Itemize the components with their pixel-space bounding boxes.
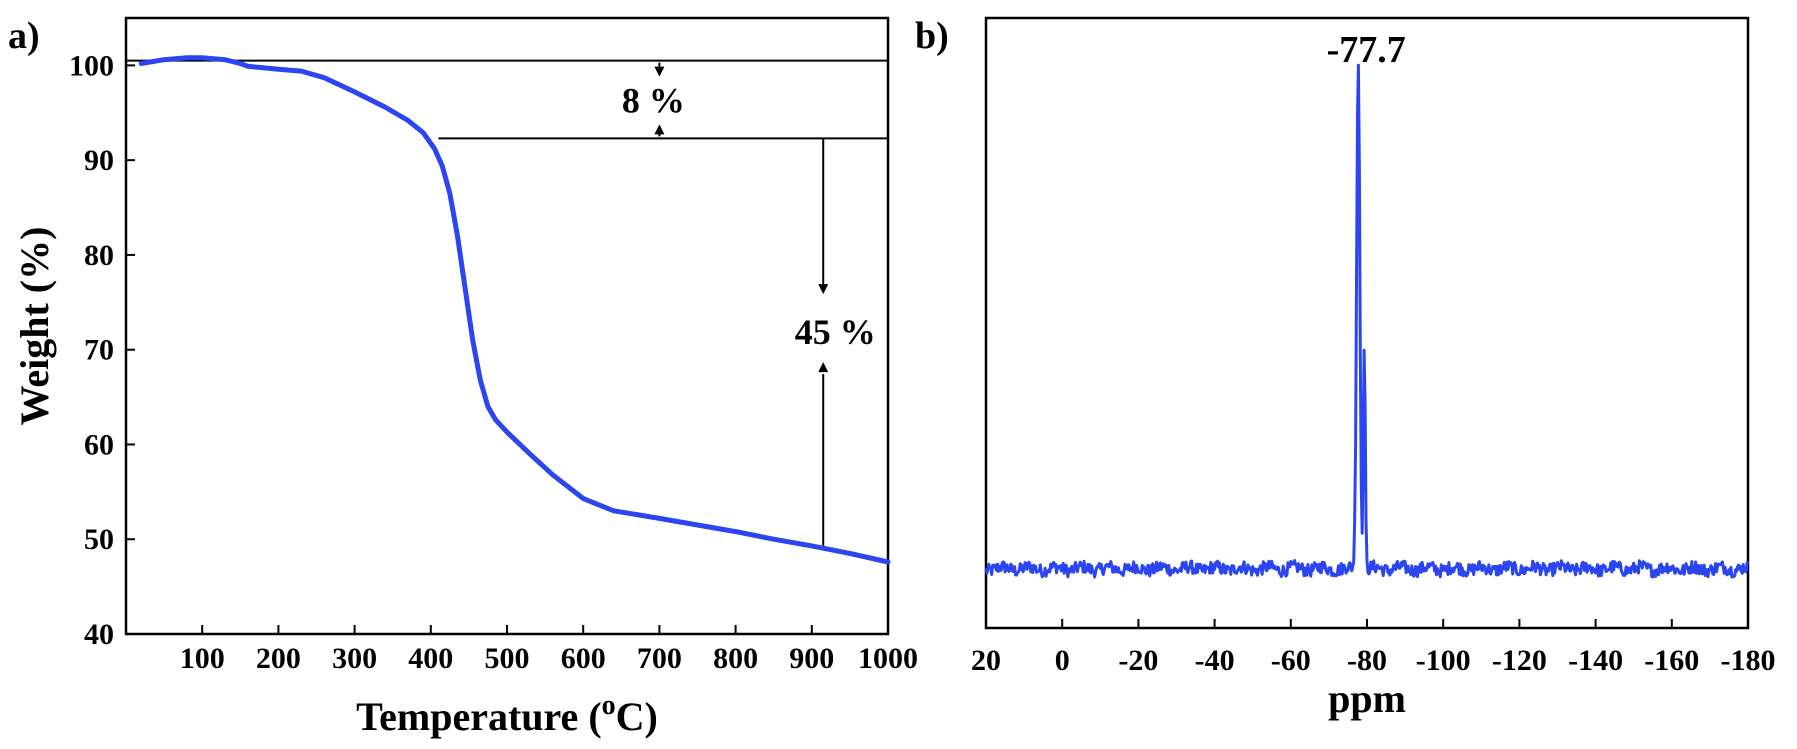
nmr-x-tick-label: -100 (1416, 644, 1471, 677)
tga-x-tick-label: 500 (485, 642, 530, 675)
nmr-x-tick-label: -140 (1568, 644, 1623, 677)
nmr-x-tick-label: -120 (1492, 644, 1547, 677)
tga-x-ticks: 100 200 300 400 500 600 700 800 900 1000 (180, 625, 918, 675)
panel-b-label: b) (915, 15, 949, 57)
tga-x-tick-label: 200 (256, 642, 301, 675)
tga-x-tick-label: 600 (561, 642, 606, 675)
tga-annotation-8: 8 % (622, 81, 685, 121)
nmr-x-tick-label: -80 (1347, 644, 1387, 677)
tga-y-tick-label: 50 (84, 523, 114, 556)
tga-y-tick-label: 70 (84, 334, 114, 367)
nmr-x-ticks: 20 0 -20 -40 -60 -80 -100 -120 -140 -160 -180 (971, 619, 1776, 677)
arrow-head-icon (818, 362, 829, 373)
nmr-x-tick-label: -40 (1195, 644, 1235, 677)
nmr-x-axis-title: ppm (1328, 676, 1406, 721)
panel-a-label: a) (8, 15, 40, 57)
arrow-head-icon (818, 284, 829, 295)
tga-y-tick-label: 90 (84, 144, 114, 177)
tga-x-tick-label: 300 (332, 642, 377, 675)
tga-x-tick-label: 800 (713, 642, 758, 675)
tga-chart: a) 100 200 300 400 500 600 700 800 900 1000 40 50 6… (8, 15, 918, 739)
nmr-x-tick-label: 20 (971, 644, 1001, 677)
tga-x-tick-label: 1000 (858, 642, 918, 675)
tga-x-tick-label: 700 (637, 642, 682, 675)
nmr-spectrum-trace (984, 63, 1750, 579)
nmr-peak-label: -77.7 (1327, 29, 1406, 71)
nmr-x-tick-label: -60 (1271, 644, 1311, 677)
tga-x-tick-label: 400 (408, 642, 453, 675)
tga-y-tick-label: 40 (84, 618, 114, 651)
nmr-x-tick-label: -180 (1721, 644, 1776, 677)
tga-annotations: 8 % 45 % (126, 59, 888, 546)
arrow-head-icon (654, 66, 665, 77)
tga-y-ticks: 40 50 60 70 80 90 100 (69, 49, 135, 651)
tga-y-axis-title: Weight (%) (12, 227, 57, 426)
arrow-head-icon (654, 124, 665, 135)
tga-weight-curve (138, 55, 891, 565)
nmr-x-tick-label: -20 (1118, 644, 1158, 677)
tga-y-tick-label: 60 (84, 428, 114, 461)
tga-annotation-45: 45 % (795, 312, 876, 352)
tga-y-tick-label: 80 (84, 239, 114, 272)
tga-x-tick-label: 100 (180, 642, 225, 675)
nmr-x-tick-label: -160 (1644, 644, 1699, 677)
tga-y-tick-label: 100 (69, 49, 114, 82)
tga-x-tick-label: 900 (789, 642, 834, 675)
tga-x-axis-title: Temperature (oC) (356, 690, 658, 739)
nmr-chart: b) 20 0 -20 -40 -60 -80 -100 -120 -140 -160 -180 -… (915, 15, 1776, 721)
nmr-x-tick-label: 0 (1055, 644, 1070, 677)
